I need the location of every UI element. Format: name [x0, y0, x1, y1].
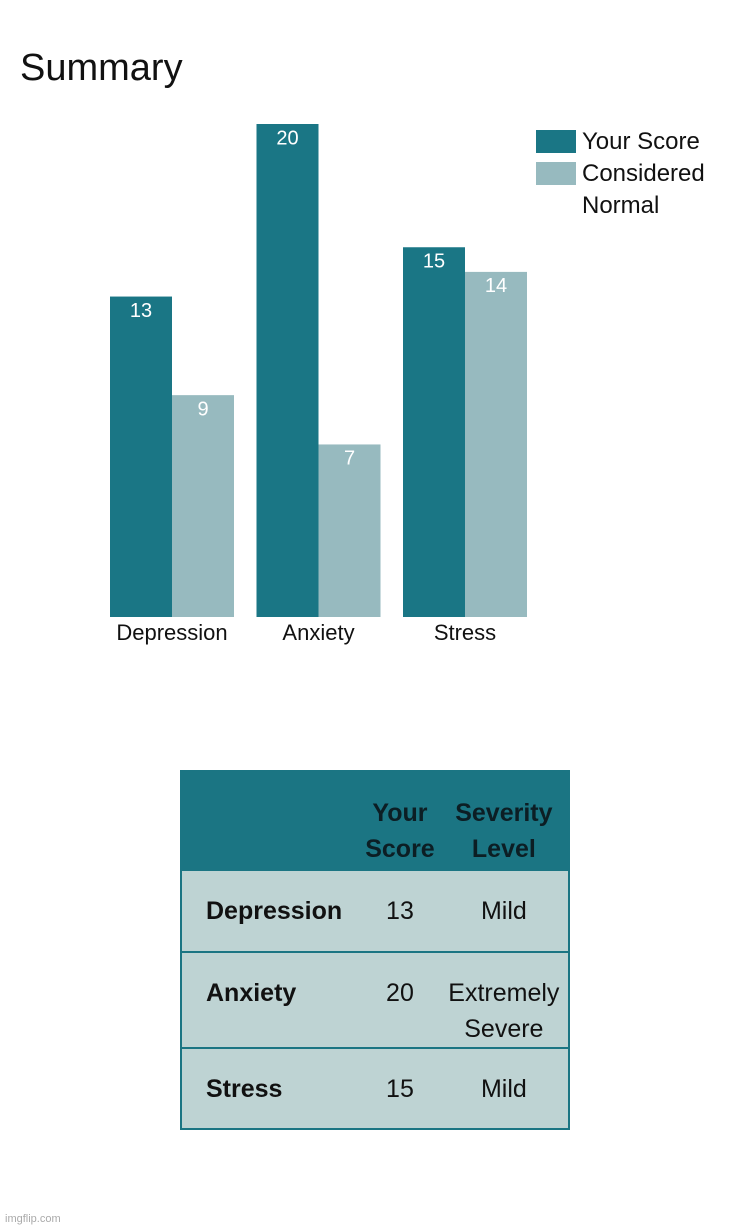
legend-swatch — [536, 162, 576, 185]
bar — [256, 124, 319, 617]
header-row: Your Score Severity Level — [181, 771, 569, 870]
bar — [172, 395, 234, 617]
value-label: 7 — [344, 448, 355, 470]
value-label: 9 — [197, 398, 208, 420]
legend-label: Your Score — [582, 128, 700, 155]
watermark: imgflip.com — [5, 1213, 61, 1225]
x-tick-label: Depression — [116, 620, 227, 645]
legend-item: Considered Normal — [536, 158, 736, 222]
severity-cell: Mild — [439, 1047, 569, 1129]
row-label: Stress — [181, 1047, 361, 1129]
score-cell: 15 — [360, 1047, 440, 1129]
header-cell: Severity Level — [439, 771, 569, 870]
header-cell — [181, 771, 361, 870]
bar — [465, 271, 527, 617]
value-label: 14 — [485, 275, 507, 297]
chart-title: Summary — [20, 47, 183, 89]
legend-label: Considered Normal — [582, 160, 705, 219]
bar — [318, 444, 381, 617]
value-label: 20 — [276, 127, 298, 149]
row: Depression 13 Mild — [181, 869, 569, 952]
score-cell: 13 — [360, 869, 440, 952]
score-cell: 20 — [360, 951, 440, 1048]
value-label: 13 — [130, 300, 152, 322]
row-label: Depression — [181, 869, 361, 952]
legend-item: Your Score — [536, 126, 736, 158]
row-label: Anxiety — [181, 951, 361, 1048]
chart: Summary 13 9 Depression 20 7 Anxiety 15 14 Stres… — [20, 47, 527, 645]
severity-cell: Mild — [439, 869, 569, 952]
x-tick-label: Anxiety — [282, 620, 354, 645]
header-cell: Your Score — [360, 771, 440, 870]
legend: Your Score Considered Normal — [536, 126, 736, 222]
row: Anxiety 20 Extremely Severe — [181, 951, 569, 1048]
bar — [403, 247, 465, 617]
summary-table: Your Score Severity Level Depression 13 … — [180, 770, 570, 1130]
value-label: 15 — [423, 251, 445, 273]
row: Stress 15 Mild — [181, 1047, 569, 1129]
x-tick-label: Stress — [434, 620, 496, 645]
severity-cell: Extremely Severe — [439, 951, 569, 1048]
legend-swatch — [536, 130, 576, 153]
bar — [110, 296, 172, 617]
